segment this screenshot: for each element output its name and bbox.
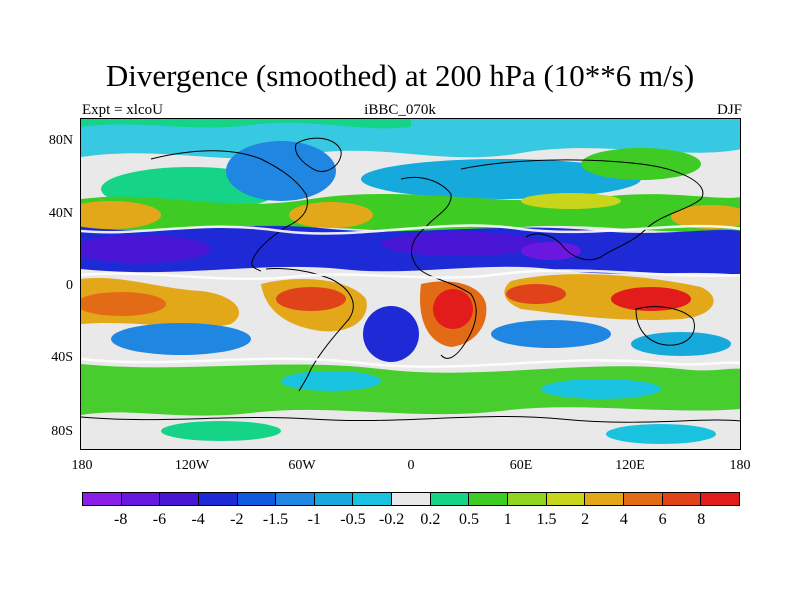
lat-label-0: 0 [66, 278, 73, 293]
south-pacific-convergence [111, 323, 251, 355]
indian-ocean-convergence [491, 320, 611, 348]
lon-label-60e: 60E [509, 458, 533, 473]
colorbar-level-label: 2 [581, 511, 590, 528]
season-label: DJF [716, 102, 742, 118]
coastlines [81, 137, 740, 423]
colorbar-box [430, 493, 470, 505]
lon-label-120w: 120W [174, 458, 210, 473]
map-canvas [81, 119, 740, 449]
africa-deep-blue [381, 232, 541, 256]
colorbar-level-label: 8 [697, 511, 706, 528]
lat-label-80s: 80S [51, 424, 73, 439]
colorbar-level-label: -1 [307, 511, 321, 528]
central-pacific-deep-blue [81, 235, 211, 263]
colorbar-level-label: 4 [619, 511, 628, 528]
colorbar-level-label: -8 [114, 511, 128, 528]
australia-coast [635, 306, 695, 346]
west-pacific-orange [671, 205, 740, 229]
zero-contours [81, 224, 740, 368]
lon-label-180-right: 180 [729, 458, 751, 473]
lon-label-120e: 120E [615, 458, 645, 473]
europe-africa-coast [400, 176, 477, 359]
colorbar-level-label: 1.5 [536, 511, 557, 528]
southern-ocean-green-band [81, 364, 740, 416]
colorbar-box [585, 493, 624, 505]
colorbar-level-label: 1 [503, 511, 512, 528]
run-id-label: iBBC_070k [364, 102, 436, 118]
asia-yellow [521, 193, 621, 209]
antarctic-green-1 [161, 421, 281, 441]
colorbar-box [237, 493, 277, 505]
zero-contour-north [81, 224, 740, 235]
zero-contour-equator [81, 269, 740, 281]
antarctica-coast [81, 415, 740, 423]
colorbar-box [160, 493, 199, 505]
lon-label-60w: 60W [288, 458, 316, 473]
colorbar-level-label: 6 [658, 511, 667, 528]
colorbar-level-label: 0.2 [420, 511, 441, 528]
colorbar-box [469, 493, 509, 505]
colorbar-box [276, 493, 315, 505]
colorbar-box [83, 493, 122, 505]
colorbar-level-label: 0.5 [459, 511, 480, 528]
colorbar-level-label: -1.5 [262, 511, 289, 528]
colorbar-box [353, 493, 393, 505]
colorbar-box [198, 493, 238, 505]
colorbar-level-label: -0.2 [378, 511, 405, 528]
south-pacific-red [81, 292, 166, 316]
colorbar-box [314, 493, 354, 505]
colorbar-box [546, 493, 586, 505]
africa-red [433, 289, 473, 329]
zero-contour-south [81, 357, 740, 368]
eurasia-cyan [361, 159, 641, 199]
lon-label-0: 0 [407, 458, 415, 473]
colorbar-box [623, 493, 663, 505]
north-indian-deep-blue [521, 242, 581, 260]
lon-label-180-left: 180 [71, 458, 93, 473]
north-pacific-orange [81, 201, 161, 229]
indian-ocean-red [506, 284, 566, 304]
north-america-coast [150, 150, 308, 272]
amazon-red [276, 287, 346, 311]
colorbar-level-label: -4 [191, 511, 205, 528]
southern-ocean-cyan-2 [541, 379, 661, 399]
colorbar-box [662, 493, 702, 505]
colorbar-level-label: -6 [152, 511, 167, 528]
colorbar [82, 492, 740, 506]
colorbar-box [392, 493, 431, 505]
lat-label-40s: 40S [51, 350, 73, 365]
plot-title: Divergence (smoothed) at 200 hPa (10**6 … [105, 58, 695, 93]
colorbar-level-label: -0.5 [340, 511, 366, 528]
north-atlantic-orange [289, 202, 373, 228]
south-atlantic-convergence [363, 306, 419, 362]
southern-ocean-cyan-1 [281, 371, 381, 391]
greenland-coast [294, 137, 342, 172]
lat-label-40n: 40N [48, 206, 73, 221]
lat-label-80n: 80N [48, 133, 73, 148]
indonesia-red [611, 287, 691, 311]
colorbar-box [121, 493, 161, 505]
colorbar-level-label: -2 [230, 511, 244, 528]
asia-coast [460, 159, 704, 261]
antarctic-cyan [606, 424, 716, 444]
colorbar-box [701, 493, 739, 505]
south-america-coast [265, 268, 354, 392]
arctic-green-patch [81, 119, 411, 129]
experiment-label: Expt = xlcoU [82, 102, 163, 118]
colorbar-box [508, 493, 547, 505]
divergence-map [80, 118, 741, 450]
